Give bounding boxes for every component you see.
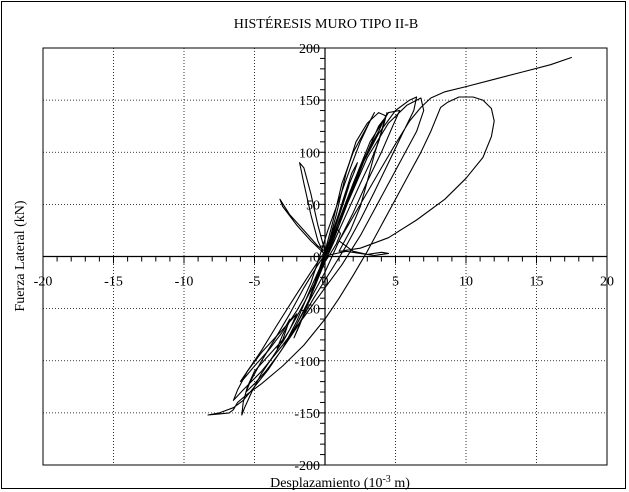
series-line (239, 112, 388, 416)
y-tick-label: -150 (294, 407, 320, 422)
x-tick-labels: -20 -15 -10 -5 0 5 10 15 20 (34, 275, 614, 290)
x-tick-label: -20 (34, 275, 53, 290)
x-tick-label: 0 (322, 275, 329, 290)
x-tick-label: -15 (104, 275, 123, 290)
y-tick-labels: -200 -150 -100 -50 0 50 100 150 200 (294, 42, 320, 474)
series-line (207, 56, 572, 416)
x-axis-title: Desplazamiento (10-3 m) (270, 474, 410, 492)
x-axis-title-sup: -3 (382, 474, 390, 485)
chart-title: HISTÉRESIS MURO TIPO II-B (234, 15, 418, 32)
x-axis-title-unit: m) (391, 476, 410, 491)
x-tick-label: -5 (249, 275, 261, 290)
data-series (207, 56, 572, 416)
x-tick-label: 15 (530, 275, 544, 290)
x-tick-label: -10 (175, 275, 194, 290)
x-axis-title-main: Desplazamiento (10 (270, 476, 382, 491)
y-tick-label: 50 (306, 198, 320, 213)
y-tick-label: 150 (299, 94, 320, 109)
y-axis-title: Fuerza Lateral (kN) (13, 200, 28, 311)
y-tick-label: -100 (294, 355, 320, 370)
x-tick-label: 10 (459, 275, 473, 290)
x-tick-label: 5 (392, 275, 399, 290)
y-tick-label: -200 (294, 459, 320, 474)
y-tick-label: -50 (301, 303, 320, 318)
y-tick-label: 0 (313, 251, 320, 266)
y-tick-label: 100 (299, 146, 320, 161)
x-tick-label: 20 (600, 275, 614, 290)
y-tick-label: 200 (299, 42, 320, 57)
